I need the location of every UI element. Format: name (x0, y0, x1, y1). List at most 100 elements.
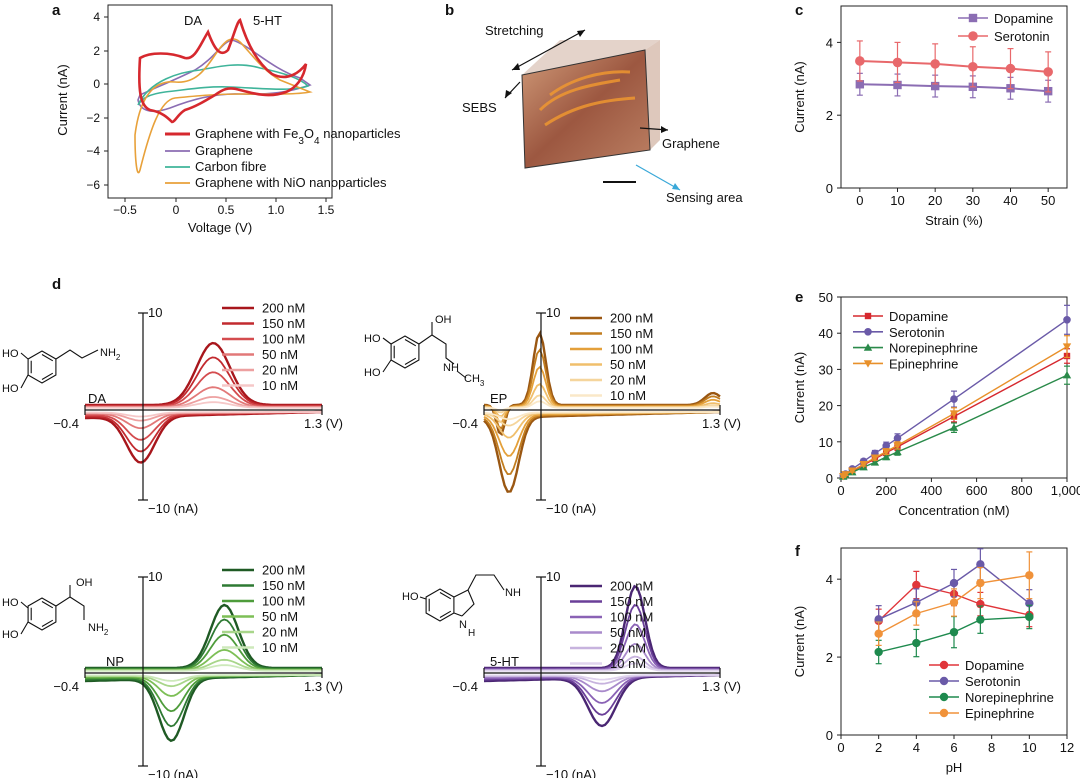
chart-ytick-label: 0 (826, 181, 833, 196)
molecule-dopamine: HO HO NH2 (2, 347, 121, 395)
panel-a-ytick: −2 (86, 111, 100, 125)
molecule-atom-ho: HO (364, 333, 381, 345)
cv-legend-label: 100 nM (262, 332, 305, 347)
molecule-atom-nh: NH (443, 362, 459, 374)
cv-y-bottom-label: −10 (nA) (148, 767, 198, 778)
sensing-arrow (635, 164, 681, 191)
panel-a-cv-comparison: 4 2 0 −2 −4 −6 −0.5 0 0.5 1.0 1.5 Voltag… (55, 4, 401, 235)
cv-legend-label: 150 nM (610, 326, 653, 341)
chart-xtick-label: 30 (966, 193, 980, 208)
molecule-atom-nh2: NH2 (100, 347, 121, 362)
cv-legend-label: 100 nM (262, 594, 305, 609)
cv-legend-label: 20 nM (610, 373, 646, 388)
chart-point (949, 410, 959, 418)
cv-curve-np-10nm (85, 674, 322, 682)
chart-point (912, 609, 921, 618)
chart-point (1062, 370, 1072, 379)
chart-point (976, 560, 985, 569)
chart-xtick-label: 10 (890, 193, 904, 208)
cv-legend-label: 10 nM (610, 388, 646, 403)
panel-a-legend-label: Graphene (195, 143, 253, 158)
label-sensing-area: Sensing area (666, 190, 743, 205)
legend-label: Serotonin (889, 325, 945, 340)
cv-legend-label: 10 nM (262, 640, 298, 655)
panel-a-legend-label: Carbon fibre (195, 159, 267, 174)
chart-point (930, 59, 940, 69)
molecule-ring-double-bonds (30, 354, 54, 380)
chart-xtick-label: 800 (1011, 483, 1033, 498)
chart-point (968, 61, 978, 72)
panel-e-concentration-chart: 0 200 400 600 800 1,000 0 10 20 30 40 50 Concentrati… (792, 290, 1080, 518)
chart-xlabel: Concentration (nM) (898, 503, 1009, 518)
legend-label: Norepinephrine (889, 341, 978, 356)
chart-series-norepinephrine (874, 604, 1034, 665)
panel-a-ytick: −4 (86, 144, 100, 158)
chart-point (893, 447, 902, 456)
chart-point (949, 627, 959, 637)
legend-label: Norepinephrine (965, 690, 1054, 705)
molecule-epinephrine: HO HO OH NH CH3 (364, 314, 485, 388)
chart-point (949, 578, 959, 588)
chart-xtick-label: 20 (928, 193, 942, 208)
chart-series-epinephrine (839, 335, 1072, 481)
molecule-ring-double-bonds (393, 339, 417, 365)
chart-point (1005, 63, 1016, 74)
chart-xtick-label: 40 (1003, 193, 1017, 208)
chart-point (976, 615, 985, 624)
legend-marker (863, 343, 873, 351)
chart-point (1025, 571, 1034, 580)
panel-a-frame (107, 4, 333, 199)
cv-legend-label: 20 nM (262, 363, 298, 378)
legend-label: Dopamine (994, 11, 1053, 26)
panel-label-e: e (795, 289, 803, 306)
legend-label: Epinephrine (889, 356, 958, 371)
chart-series-norepinephrine (839, 365, 1072, 480)
cv-curve-ht-10nm (484, 674, 720, 681)
cv-legend-label: 150 nM (262, 316, 305, 331)
molecule-ring (390, 335, 420, 369)
chart-point (949, 598, 959, 607)
cv-legend-label: 150 nM (610, 594, 653, 609)
chart-ytick-label: 2 (826, 108, 833, 123)
cv-legend-label: 10 nM (610, 656, 646, 671)
cv-y-top-label: 10 (148, 569, 162, 584)
molecule-atom-ch3-sub: 3 (480, 379, 485, 388)
cv-molecule-label: EP (490, 391, 507, 406)
label-stretching: Stretching (485, 23, 544, 38)
cv-y-top-label: 10 (546, 305, 560, 320)
molecule-atom-nh2-sub: 2 (116, 353, 121, 362)
cv-x-left-label: −0.4 (452, 416, 478, 431)
molecule-atom-ho: HO (364, 367, 381, 379)
molecule-atom-nh2-sub: 2 (104, 628, 109, 637)
chart-ytick-label: 30 (819, 362, 833, 377)
legend-marker (968, 13, 978, 23)
panel-label-b: b (445, 2, 454, 19)
molecule-bonds (419, 574, 505, 617)
sebs-top-face (522, 40, 660, 75)
cv-curve-np-10nm (85, 664, 322, 672)
chart-point (912, 580, 921, 590)
cv-x-left-label: −0.4 (53, 416, 79, 431)
cv-curve-ht-10nm (484, 662, 720, 672)
cv-legend-label: 100 nM (610, 610, 653, 625)
cv-curve-np-200nm (84, 673, 323, 743)
cv-curve-ht-200nm (483, 673, 721, 728)
panel-a-ylabel: Current (nA) (55, 64, 70, 136)
panel-a-ytick: −6 (86, 178, 100, 192)
chart-line (859, 83, 1049, 93)
cv-legend-label: 200 nM (610, 579, 653, 594)
legend-label: Dopamine (965, 658, 1024, 673)
molecule-atom-ho: HO (2, 348, 19, 360)
panel-a-xtick: 1.0 (268, 203, 285, 217)
molecule-ring-double-bonds (428, 592, 452, 618)
molecule-atom-ho: HO (2, 629, 19, 641)
chart-xlabel: Strain (%) (925, 213, 983, 228)
chart-point (882, 441, 890, 450)
chart-ylabel: Current (nA) (792, 61, 807, 133)
panel-a-curve-nio (134, 38, 313, 174)
molecule-atom-nh2: NH (505, 587, 521, 599)
